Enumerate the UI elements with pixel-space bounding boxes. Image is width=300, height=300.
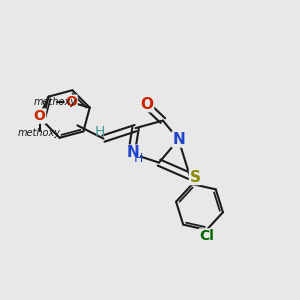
Text: H: H bbox=[134, 152, 144, 166]
Text: O: O bbox=[34, 109, 46, 123]
Text: H: H bbox=[95, 125, 105, 139]
Text: S: S bbox=[190, 169, 200, 184]
Text: O: O bbox=[65, 95, 77, 109]
Text: methoxy: methoxy bbox=[34, 97, 77, 107]
Text: Cl: Cl bbox=[199, 229, 214, 243]
Text: O: O bbox=[140, 97, 154, 112]
Text: N: N bbox=[172, 132, 185, 147]
Text: N: N bbox=[127, 145, 139, 160]
Text: methoxy: methoxy bbox=[18, 128, 61, 138]
